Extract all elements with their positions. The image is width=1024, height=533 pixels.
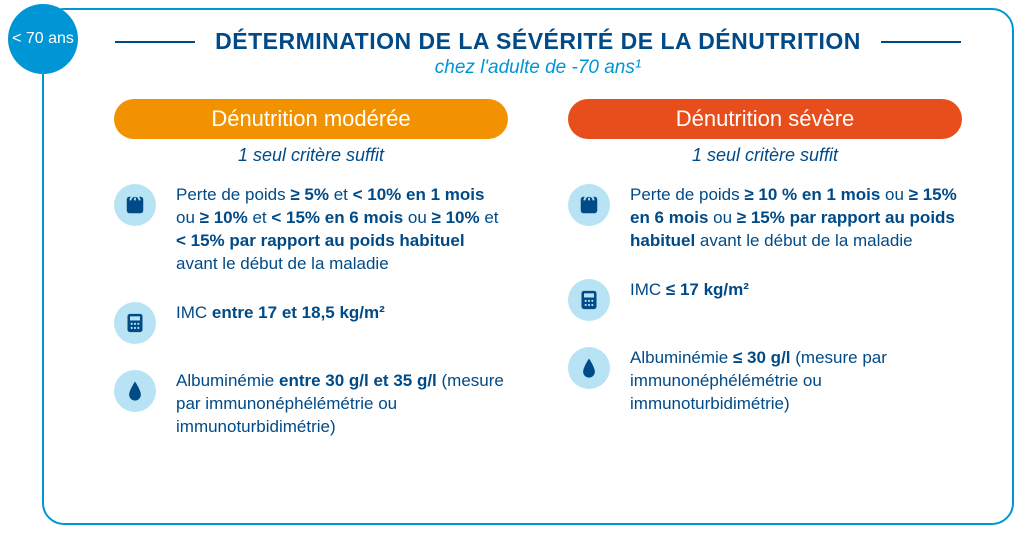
title-divider-left: [115, 41, 195, 43]
criterion-severe-albumin: Albuminémie ≤ 30 g/l (mesure par immunon…: [568, 347, 962, 416]
infographic-frame: DÉTERMINATION DE LA SÉVÉRITÉ DE LA DÉNUT…: [42, 8, 1014, 525]
criterion-text: Albuminémie entre 30 g/l et 35 g/l (mesu…: [176, 370, 508, 439]
drop-icon: [114, 370, 156, 412]
drop-icon: [568, 347, 610, 389]
pill-severe: Dénutrition sévère: [568, 99, 962, 139]
age-badge: < 70 ans: [8, 4, 78, 74]
criterion-text: IMC ≤ 17 kg/m²: [630, 279, 749, 302]
columns: Dénutrition modérée 1 seul critère suffi…: [104, 99, 972, 465]
criterion-severe-weight: Perte de poids ≥ 10 % en 1 mois ou ≥ 15%…: [568, 184, 962, 253]
main-title: DÉTERMINATION DE LA SÉVÉRITÉ DE LA DÉNUT…: [215, 28, 861, 55]
pill-moderate: Dénutrition modérée: [114, 99, 508, 139]
calculator-icon: [568, 279, 610, 321]
column-moderate-subtitle: 1 seul critère suffit: [114, 145, 508, 166]
criterion-moderate-albumin: Albuminémie entre 30 g/l et 35 g/l (mesu…: [114, 370, 508, 439]
criterion-text: Albuminémie ≤ 30 g/l (mesure par immunon…: [630, 347, 962, 416]
column-moderate: Dénutrition modérée 1 seul critère suffi…: [114, 99, 508, 465]
criterion-text: Perte de poids ≥ 10 % en 1 mois ou ≥ 15%…: [630, 184, 962, 253]
column-severe-subtitle: 1 seul critère suffit: [568, 145, 962, 166]
scale-icon: [114, 184, 156, 226]
title-divider-right: [881, 41, 961, 43]
criterion-moderate-imc: IMC entre 17 et 18,5 kg/m²: [114, 302, 508, 344]
criterion-text: IMC entre 17 et 18,5 kg/m²: [176, 302, 385, 325]
scale-icon: [568, 184, 610, 226]
criterion-text: Perte de poids ≥ 5% et < 10% en 1 mois o…: [176, 184, 508, 276]
criterion-severe-imc: IMC ≤ 17 kg/m²: [568, 279, 962, 321]
header: DÉTERMINATION DE LA SÉVÉRITÉ DE LA DÉNUT…: [104, 28, 972, 79]
column-severe: Dénutrition sévère 1 seul critère suffit…: [568, 99, 962, 465]
calculator-icon: [114, 302, 156, 344]
criterion-moderate-weight: Perte de poids ≥ 5% et < 10% en 1 mois o…: [114, 184, 508, 276]
subtitle: chez l'adulte de -70 ans¹: [104, 57, 972, 79]
